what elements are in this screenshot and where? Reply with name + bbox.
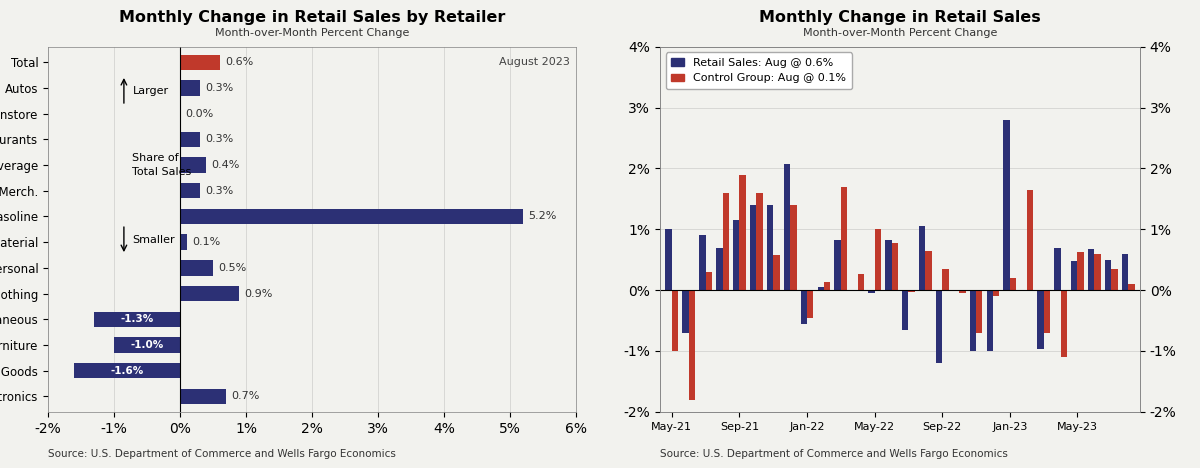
Bar [1088, 249, 1094, 290]
Bar [1128, 284, 1134, 290]
Text: Smaller: Smaller [132, 234, 175, 245]
Bar [180, 54, 220, 70]
Bar [817, 287, 824, 290]
Text: Source: U.S. Department of Commerce and Wells Fargo Economics: Source: U.S. Department of Commerce and … [48, 449, 396, 459]
Bar [739, 175, 746, 290]
Bar [808, 290, 814, 317]
Bar [824, 282, 830, 290]
Text: 0.0%: 0.0% [185, 109, 214, 119]
Bar [908, 290, 914, 292]
Bar [666, 229, 672, 290]
Bar [976, 290, 983, 333]
Bar [953, 290, 959, 292]
Text: 0.3%: 0.3% [205, 134, 233, 144]
Bar [1072, 261, 1078, 290]
Bar [942, 269, 949, 290]
Bar [1111, 269, 1117, 290]
Bar [936, 290, 942, 363]
Bar [180, 183, 199, 198]
Bar [180, 389, 226, 404]
Text: Larger: Larger [132, 86, 169, 95]
Bar [74, 363, 180, 379]
Text: -1.0%: -1.0% [131, 340, 163, 350]
Bar [925, 251, 931, 290]
Bar [733, 220, 739, 290]
Text: Month-over-Month Percent Change: Month-over-Month Percent Change [215, 28, 409, 38]
Bar [841, 187, 847, 290]
Text: -1.3%: -1.3% [120, 314, 154, 324]
Text: 0.9%: 0.9% [245, 289, 274, 299]
Bar [800, 290, 808, 324]
Bar [114, 337, 180, 353]
Text: Share of
Total Sales: Share of Total Sales [132, 153, 192, 177]
Bar [1105, 260, 1111, 290]
Bar [858, 274, 864, 290]
Bar [1094, 254, 1100, 290]
Bar [180, 209, 523, 224]
Text: 0.3%: 0.3% [205, 83, 233, 93]
Bar [722, 193, 728, 290]
Bar [834, 240, 841, 290]
Bar [959, 290, 966, 293]
Title: Monthly Change in Retail Sales: Monthly Change in Retail Sales [760, 10, 1040, 25]
Text: August 2023: August 2023 [498, 57, 570, 67]
Bar [689, 290, 695, 400]
Text: 5.2%: 5.2% [528, 212, 557, 221]
Bar [1054, 248, 1061, 290]
Bar [902, 290, 908, 329]
Text: -1.6%: -1.6% [110, 366, 144, 376]
Bar [672, 290, 678, 351]
Bar [869, 290, 875, 293]
Bar [706, 272, 712, 290]
Bar [1078, 252, 1084, 290]
Bar [756, 193, 763, 290]
Bar [992, 290, 1000, 296]
Text: 0.5%: 0.5% [218, 263, 246, 273]
Bar [790, 205, 797, 290]
Bar [180, 286, 240, 301]
Bar [1027, 190, 1033, 290]
Bar [180, 260, 214, 276]
Bar [180, 80, 199, 95]
Bar [1010, 278, 1016, 290]
Bar [180, 234, 187, 250]
Bar [767, 205, 773, 290]
Bar [970, 290, 976, 351]
Text: 0.4%: 0.4% [211, 160, 240, 170]
Bar [95, 312, 180, 327]
Bar [683, 290, 689, 333]
Bar [180, 132, 199, 147]
Bar [892, 243, 898, 290]
Bar [180, 157, 206, 173]
Bar [1061, 290, 1067, 357]
Bar [1037, 290, 1044, 349]
Bar [1044, 290, 1050, 333]
Text: 0.1%: 0.1% [192, 237, 220, 247]
Bar [750, 205, 756, 290]
Text: 0.3%: 0.3% [205, 186, 233, 196]
Text: 0.6%: 0.6% [224, 57, 253, 67]
Bar [700, 235, 706, 290]
Text: Month-over-Month Percent Change: Month-over-Month Percent Change [803, 28, 997, 38]
Bar [773, 256, 780, 290]
Bar [886, 240, 892, 290]
Bar [1003, 120, 1010, 290]
Bar [875, 229, 881, 290]
Text: 0.7%: 0.7% [232, 391, 260, 402]
Title: Monthly Change in Retail Sales by Retailer: Monthly Change in Retail Sales by Retail… [119, 10, 505, 25]
Bar [986, 290, 992, 351]
Bar [919, 227, 925, 290]
Text: Source: U.S. Department of Commerce and Wells Fargo Economics: Source: U.S. Department of Commerce and … [660, 449, 1008, 459]
Legend: Retail Sales: Aug @ 0.6%, Control Group: Aug @ 0.1%: Retail Sales: Aug @ 0.6%, Control Group:… [666, 52, 852, 89]
Bar [1122, 254, 1128, 290]
Bar [716, 248, 722, 290]
Bar [784, 164, 790, 290]
